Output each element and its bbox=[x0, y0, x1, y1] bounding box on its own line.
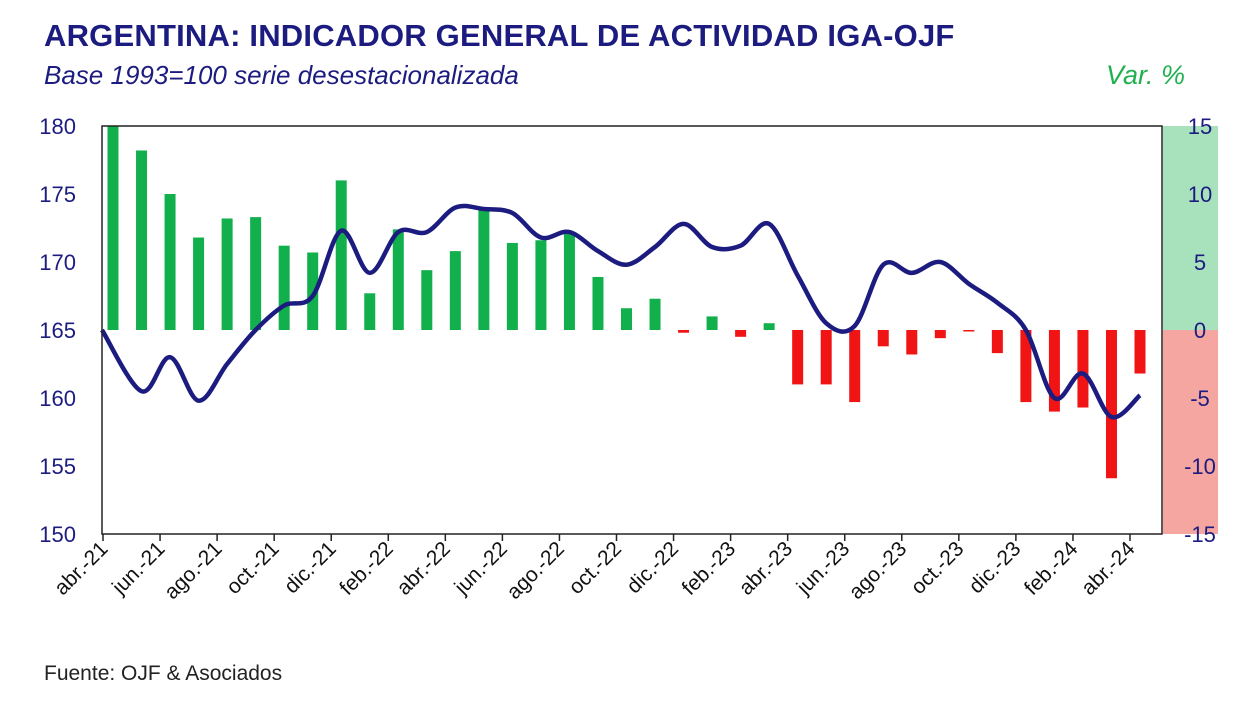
right-tick-label: -15 bbox=[1184, 522, 1216, 547]
x-tick-label: ago.-23 bbox=[845, 537, 912, 604]
left-tick-label: 175 bbox=[39, 182, 76, 207]
x-tick-label: dic.-21 bbox=[280, 537, 341, 598]
left-tick-label: 150 bbox=[39, 522, 76, 547]
source-note: Fuente: OJF & Asociados bbox=[44, 662, 283, 685]
x-tick-label: abr.-23 bbox=[735, 537, 798, 600]
x-tick-label: feb.-23 bbox=[678, 537, 741, 600]
right-axis-ticks: 15 10 5 0 -5 -10 -15 bbox=[1184, 114, 1216, 547]
bar-jun.-21 bbox=[164, 194, 176, 330]
x-axis-ticks: abr.-21jun.-21ago.-21oct.-21dic.-21feb.-… bbox=[50, 534, 1140, 604]
bar-ene.-23 bbox=[706, 316, 718, 330]
bar-jun.-22 bbox=[506, 242, 518, 330]
bar-may.-21 bbox=[136, 150, 148, 330]
x-tick-label: feb.-24 bbox=[1020, 537, 1083, 600]
bar-feb.-23 bbox=[735, 330, 747, 337]
bar-ene.-22 bbox=[364, 293, 376, 330]
right-tick-label: 5 bbox=[1194, 250, 1206, 275]
bar-may.-22 bbox=[478, 210, 490, 330]
right-axis-label: Var. % bbox=[1106, 60, 1186, 90]
line-series bbox=[100, 203, 1142, 420]
x-tick-label: oct.-22 bbox=[564, 537, 626, 599]
left-tick-label: 165 bbox=[39, 318, 76, 343]
bar-feb.-22 bbox=[392, 229, 404, 330]
bar-nov.-23 bbox=[991, 330, 1003, 354]
chart-subtitle: Base 1993=100 serie desestacionalizada bbox=[44, 60, 519, 90]
bar-oct.-21 bbox=[278, 245, 290, 330]
bar-mar.-22 bbox=[421, 270, 433, 330]
bar-ago.-23 bbox=[906, 330, 918, 355]
right-tick-label: -5 bbox=[1190, 386, 1210, 411]
x-tick-label: abr.-24 bbox=[1077, 537, 1140, 600]
left-tick-label: 180 bbox=[39, 114, 76, 139]
bar-jul.-22 bbox=[535, 240, 547, 330]
x-tick-label: abr.-22 bbox=[392, 537, 455, 600]
bar-ago.-22 bbox=[563, 233, 575, 330]
bar-oct.-23 bbox=[963, 330, 975, 332]
left-tick-label: 160 bbox=[39, 386, 76, 411]
bar-feb.-24 bbox=[1077, 330, 1089, 408]
x-tick-label: jun.-21 bbox=[107, 537, 169, 599]
bar-may.-23 bbox=[820, 330, 832, 385]
bar-sep.-22 bbox=[592, 276, 604, 330]
bar-nov.-22 bbox=[649, 298, 661, 330]
bar-abr.-24 bbox=[1134, 330, 1146, 374]
positive-band bbox=[1163, 126, 1218, 330]
right-tick-label: 10 bbox=[1188, 182, 1212, 207]
x-tick-label: feb.-22 bbox=[335, 537, 398, 600]
bar-series bbox=[107, 126, 1146, 479]
bar-jul.-23 bbox=[877, 330, 889, 347]
bar-nov.-21 bbox=[307, 252, 319, 330]
x-tick-label: jun.-22 bbox=[450, 537, 512, 599]
bar-sep.-21 bbox=[250, 217, 262, 330]
x-tick-label: oct.-23 bbox=[907, 537, 969, 599]
left-tick-label: 170 bbox=[39, 250, 76, 275]
right-tick-label: 0 bbox=[1194, 318, 1206, 343]
bar-ago.-21 bbox=[221, 218, 233, 330]
right-tick-label: -10 bbox=[1184, 454, 1216, 479]
background-bands bbox=[1163, 126, 1218, 534]
bar-mar.-24 bbox=[1105, 330, 1117, 479]
x-tick-label: ago.-21 bbox=[160, 537, 227, 604]
chart-title: ARGENTINA: INDICADOR GENERAL DE ACTIVIDA… bbox=[44, 18, 955, 53]
right-tick-label: 15 bbox=[1188, 114, 1212, 139]
left-axis-ticks: 150 155 160 165 170 175 180 bbox=[39, 114, 76, 547]
bar-jun.-23 bbox=[849, 330, 861, 403]
bar-oct.-22 bbox=[621, 308, 632, 330]
x-tick-label: jun.-23 bbox=[792, 537, 854, 599]
negative-band bbox=[1163, 330, 1218, 534]
bar-abr.-23 bbox=[792, 330, 804, 385]
bar-dic.-21 bbox=[335, 180, 347, 330]
x-tick-label: dic.-23 bbox=[965, 537, 1026, 598]
x-tick-label: ago.-22 bbox=[502, 537, 569, 604]
bar-jul.-21 bbox=[193, 237, 205, 330]
left-tick-label: 155 bbox=[39, 454, 76, 479]
bar-ene.-24 bbox=[1048, 330, 1060, 412]
bar-dic.-22 bbox=[678, 330, 690, 333]
bar-abr.-22 bbox=[449, 251, 461, 330]
bar-mar.-23 bbox=[763, 323, 775, 330]
bar-abr.-21 bbox=[107, 126, 119, 330]
plot-frame bbox=[101, 125, 1163, 535]
x-tick-label: dic.-22 bbox=[622, 537, 683, 598]
bar-sep.-23 bbox=[934, 330, 946, 339]
bar-dic.-23 bbox=[1020, 330, 1032, 403]
x-tick-label: oct.-21 bbox=[222, 537, 284, 599]
